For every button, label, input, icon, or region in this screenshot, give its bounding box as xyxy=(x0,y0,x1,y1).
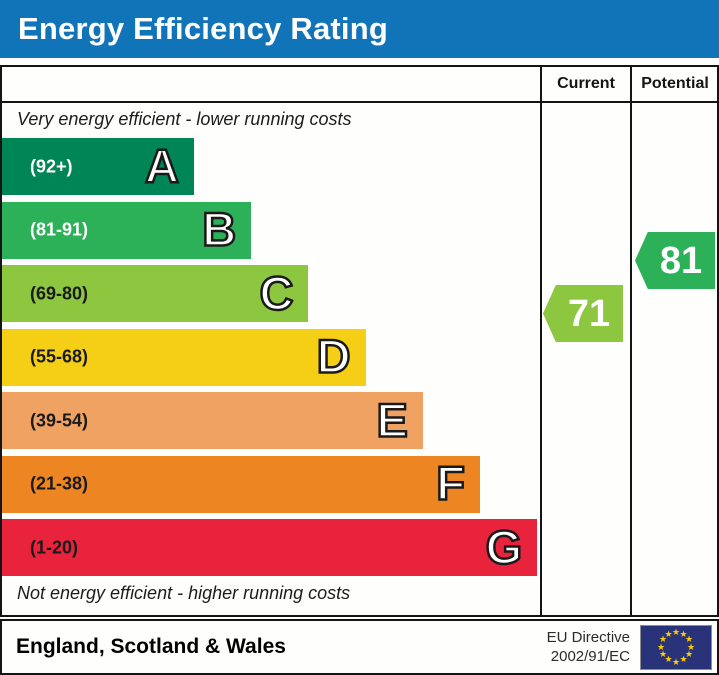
current-rating-arrow: 71 xyxy=(543,285,623,342)
region-label: England, Scotland & Wales xyxy=(16,635,286,658)
eu-flag-star: ★ xyxy=(686,641,696,652)
table-header: Current Potential xyxy=(2,67,717,103)
band-range-label: (21-38) xyxy=(30,473,89,494)
band-letter: C xyxy=(258,266,294,320)
eu-flag-star: ★ xyxy=(664,654,673,665)
eu-directive-label: EU Directive 2002/91/EC xyxy=(547,628,630,667)
top-note: Very energy efficient - lower running co… xyxy=(17,109,352,129)
band-letter: A xyxy=(144,139,180,193)
eu-flag-star: ★ xyxy=(664,628,673,639)
bottom-note: Not energy efficient - higher running co… xyxy=(17,583,351,603)
column-divider-current xyxy=(540,67,542,615)
band-range-label: (92+) xyxy=(30,156,73,176)
band-letter: D xyxy=(315,329,351,383)
band-B: (81-91) B xyxy=(2,201,252,259)
page-title: Energy Efficiency Rating xyxy=(18,11,389,46)
band-letter: G xyxy=(484,520,523,574)
band-range-label: (39-54) xyxy=(30,410,89,430)
column-divider-potential xyxy=(630,67,632,615)
eu-directive-line2: 2002/91/EC xyxy=(550,648,630,665)
footer-bar: England, Scotland & Wales EU Directive 2… xyxy=(0,619,719,675)
eu-flag-star: ★ xyxy=(684,649,694,659)
bands-area: Very energy efficient - lower running co… xyxy=(2,103,717,615)
eu-flag-star: ★ xyxy=(658,649,668,659)
potential-rating-arrow: 81 xyxy=(635,232,715,289)
eu-flag-icon: ★ ★ ★ ★ ★ ★ ★ ★ ★ ★ ★ ★ xyxy=(640,624,712,670)
band-F: (21-38) F xyxy=(2,455,480,513)
band-E: (39-54) E xyxy=(2,392,423,449)
title-bar: Energy Efficiency Rating xyxy=(0,0,719,58)
eu-flag-star: ★ xyxy=(679,628,688,639)
current-rating-value: 71 xyxy=(567,292,611,335)
band-range-label: (55-68) xyxy=(30,346,89,367)
eu-flag-star: ★ xyxy=(679,654,688,665)
band-letter: B xyxy=(201,202,237,256)
band-letter: E xyxy=(375,393,409,447)
eu-flag-star: ★ xyxy=(656,641,666,652)
band-D: (55-68) D xyxy=(2,328,366,386)
eu-flag-star: ★ xyxy=(684,634,694,644)
potential-column-header: Potential xyxy=(641,75,709,92)
band-range-label: (81-91) xyxy=(30,219,89,240)
potential-rating-value: 81 xyxy=(659,239,703,282)
eu-flag-star: ★ xyxy=(658,634,668,644)
eu-flag-star: ★ xyxy=(671,656,681,667)
band-range-label: (69-80) xyxy=(30,283,89,303)
band-G: (1-20) G xyxy=(2,519,538,576)
band-letter: F xyxy=(435,456,466,510)
rating-table: Current Potential Very energy efficient … xyxy=(0,65,719,617)
band-C: (69-80) C xyxy=(2,265,309,322)
band-A: (92+) A xyxy=(2,138,194,195)
current-column-header: Current xyxy=(557,75,615,92)
eu-directive-line1: EU Directive xyxy=(546,628,630,646)
band-range-label: (1-20) xyxy=(30,537,79,557)
eu-flag-star: ★ xyxy=(671,626,681,637)
